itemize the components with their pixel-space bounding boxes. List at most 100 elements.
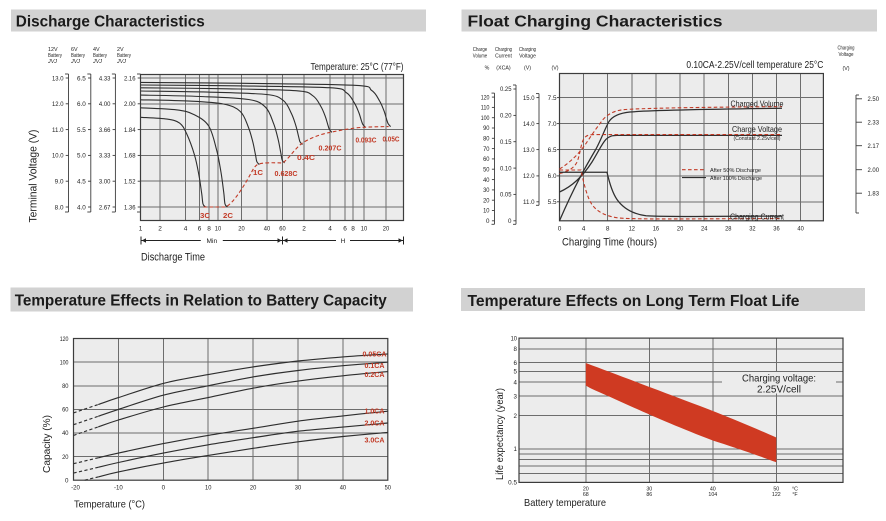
svg-text:13.0: 13.0 <box>52 75 64 82</box>
svg-text:60: 60 <box>279 226 286 233</box>
svg-text:50: 50 <box>773 487 779 493</box>
svg-text:10: 10 <box>205 485 212 492</box>
svg-text:40: 40 <box>264 226 271 233</box>
svg-text:11.0: 11.0 <box>52 127 64 134</box>
svg-text:0.1CA: 0.1CA <box>365 361 386 370</box>
svg-text:14.0: 14.0 <box>523 121 535 128</box>
svg-text:1.52: 1.52 <box>124 179 136 186</box>
svg-text:90: 90 <box>483 125 490 132</box>
svg-text:2.67: 2.67 <box>99 204 111 211</box>
svg-text:Battery: Battery <box>93 53 107 59</box>
svg-text:Battery: Battery <box>71 53 85 59</box>
svg-text:60: 60 <box>62 407 69 414</box>
svg-text:0.4C: 0.4C <box>297 153 316 162</box>
svg-text:Charge Voltage: Charge Voltage <box>732 124 782 134</box>
svg-text:1.68: 1.68 <box>124 153 136 160</box>
svg-text:1: 1 <box>514 446 518 453</box>
svg-text:3.0CA: 3.0CA <box>365 436 386 445</box>
svg-text:120: 120 <box>481 94 490 101</box>
svg-text:10: 10 <box>483 208 490 215</box>
svg-text:1.0CA: 1.0CA <box>365 407 386 416</box>
svg-text:40: 40 <box>340 485 347 492</box>
svg-text:0.15: 0.15 <box>500 139 512 146</box>
svg-text:3.00: 3.00 <box>99 179 111 186</box>
svg-text:30: 30 <box>295 485 302 492</box>
svg-text:68: 68 <box>583 492 589 498</box>
svg-text:(V): (V) <box>524 66 531 72</box>
svg-text:10.0: 10.0 <box>52 153 64 160</box>
svg-text:0.207C: 0.207C <box>319 144 343 153</box>
svg-text:2: 2 <box>158 226 162 233</box>
svg-text:2.0CA: 2.0CA <box>365 419 386 428</box>
svg-text:Battery: Battery <box>117 53 131 59</box>
svg-text:1.84: 1.84 <box>124 127 136 134</box>
svg-text:4: 4 <box>514 379 518 386</box>
svg-text:100: 100 <box>481 115 490 122</box>
svg-text:Battery temperature: Battery temperature <box>524 497 606 509</box>
svg-text:Charging: Charging <box>495 47 512 53</box>
svg-text:0.05: 0.05 <box>500 192 512 199</box>
svg-text:0.628C: 0.628C <box>275 169 299 178</box>
svg-text:3C: 3C <box>200 211 211 220</box>
svg-text:6.5: 6.5 <box>77 75 86 82</box>
svg-text:H: H <box>341 238 346 245</box>
svg-text:8: 8 <box>207 226 211 233</box>
svg-text:2.33: 2.33 <box>868 120 880 127</box>
svg-text:12.0: 12.0 <box>52 101 64 108</box>
svg-text:Charging Current: Charging Current <box>730 211 785 221</box>
svg-text:16: 16 <box>653 226 660 233</box>
svg-text:104: 104 <box>708 492 717 498</box>
svg-text:100: 100 <box>60 359 69 366</box>
svg-text:3.33: 3.33 <box>99 153 111 160</box>
svg-text:30: 30 <box>483 187 490 194</box>
svg-text:Temperature (°C): Temperature (°C) <box>74 499 145 511</box>
svg-text:0.093C: 0.093C <box>356 136 378 145</box>
svg-text:0.10CA-2.25V/cell temperature: 0.10CA-2.25V/cell temperature 25°C <box>686 60 823 71</box>
svg-text:Capacity (%): Capacity (%) <box>41 415 53 473</box>
svg-text:(V): (V) <box>551 66 558 72</box>
svg-text:6: 6 <box>198 226 202 233</box>
svg-text:60: 60 <box>483 156 490 163</box>
svg-text:28: 28 <box>725 226 732 233</box>
svg-text:1C: 1C <box>253 168 264 177</box>
svg-text:120: 120 <box>60 336 69 343</box>
svg-text:After 100% Discharge: After 100% Discharge <box>710 176 762 182</box>
svg-text:110: 110 <box>481 105 490 112</box>
svg-text:12: 12 <box>629 226 636 233</box>
svg-text:6.0: 6.0 <box>548 173 557 180</box>
svg-text:4.00: 4.00 <box>99 101 111 108</box>
svg-text:32: 32 <box>749 226 756 233</box>
svg-text:JVJ: JVJ <box>70 59 80 65</box>
svg-text:0.20: 0.20 <box>500 113 512 120</box>
svg-text:4.5: 4.5 <box>77 179 86 186</box>
svg-text:Voltage: Voltage <box>519 54 536 60</box>
svg-text:40: 40 <box>710 487 716 493</box>
svg-text:Temperature Effects on Long Te: Temperature Effects on Long Term Float L… <box>468 293 800 310</box>
svg-text:20: 20 <box>583 487 589 493</box>
svg-text:0: 0 <box>486 218 490 225</box>
svg-text:6.5: 6.5 <box>548 147 557 154</box>
svg-text:0: 0 <box>508 218 512 225</box>
svg-text:JVJ: JVJ <box>47 59 57 65</box>
svg-text:2: 2 <box>514 413 518 420</box>
svg-text:12V: 12V <box>48 47 58 53</box>
svg-text:4: 4 <box>582 226 586 233</box>
svg-text:40: 40 <box>797 226 804 233</box>
svg-text:80: 80 <box>483 136 490 143</box>
svg-text:2.00: 2.00 <box>868 167 880 174</box>
svg-text:4.33: 4.33 <box>99 75 111 82</box>
svg-text:JVJ: JVJ <box>116 59 126 65</box>
svg-text:4: 4 <box>184 226 188 233</box>
svg-text:°C: °C <box>792 487 798 493</box>
svg-text:5.5: 5.5 <box>548 199 557 206</box>
svg-text:0: 0 <box>65 477 69 484</box>
svg-text:2.00: 2.00 <box>124 101 136 108</box>
svg-text:20: 20 <box>383 226 390 233</box>
svg-text:70: 70 <box>483 146 490 153</box>
svg-text:Charging Time (hours): Charging Time (hours) <box>562 237 657 249</box>
svg-text:8: 8 <box>514 346 518 353</box>
svg-text:4: 4 <box>328 226 332 233</box>
svg-text:Voltage: Voltage <box>839 52 854 58</box>
svg-text:80: 80 <box>62 383 69 390</box>
svg-text:2.17: 2.17 <box>868 143 880 150</box>
